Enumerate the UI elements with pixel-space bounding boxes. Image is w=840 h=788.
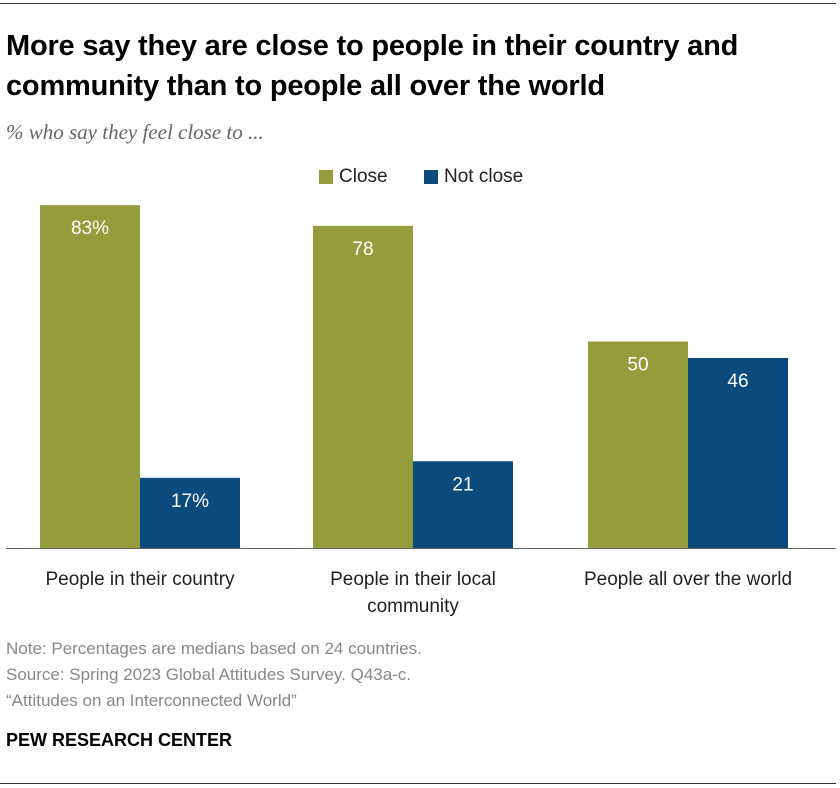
legend-label-not-close: Not close: [444, 166, 524, 187]
bar-not-close: [413, 461, 513, 548]
data-label: 50: [627, 355, 648, 376]
legend-label-close: Close: [339, 166, 388, 187]
category-label: People in their country: [45, 569, 235, 590]
data-label: 46: [727, 371, 748, 392]
top-rule: [0, 3, 836, 4]
source-text: Source: Spring 2023 Global Attitudes Sur…: [6, 665, 412, 684]
legend-swatch-not-close: [424, 170, 438, 184]
data-label: 78: [352, 239, 373, 260]
category-label: People in their local: [330, 569, 496, 590]
category-label: People all over the world: [584, 569, 792, 590]
bottom-rule: [0, 783, 836, 784]
bar-not-close: [140, 477, 240, 548]
legend-swatch-close: [319, 170, 333, 184]
report-text: “Attitudes on an Interconnected World”: [6, 691, 297, 710]
data-label: 17%: [171, 491, 209, 512]
category-label: community: [367, 596, 459, 617]
data-label: 83%: [71, 218, 109, 239]
bar-close: [313, 225, 413, 549]
bar-close: [588, 341, 688, 548]
bar-not-close: [688, 358, 788, 548]
note-text: Note: Percentages are medians based on 2…: [6, 639, 422, 658]
data-label: 21: [452, 474, 473, 495]
chart-title: More say they are close to people in the…: [6, 30, 739, 102]
legend-item-not-close: Not close: [424, 166, 523, 188]
legend-item-close: Close: [319, 166, 388, 188]
brand-label: PEW RESEARCH CENTER: [6, 730, 233, 750]
bar-chart: 83% 17% People in their country 78 21 People …: [6, 205, 836, 617]
bar-close: [40, 205, 140, 548]
chart-subtitle: % who say they feel close to ...: [6, 120, 264, 144]
